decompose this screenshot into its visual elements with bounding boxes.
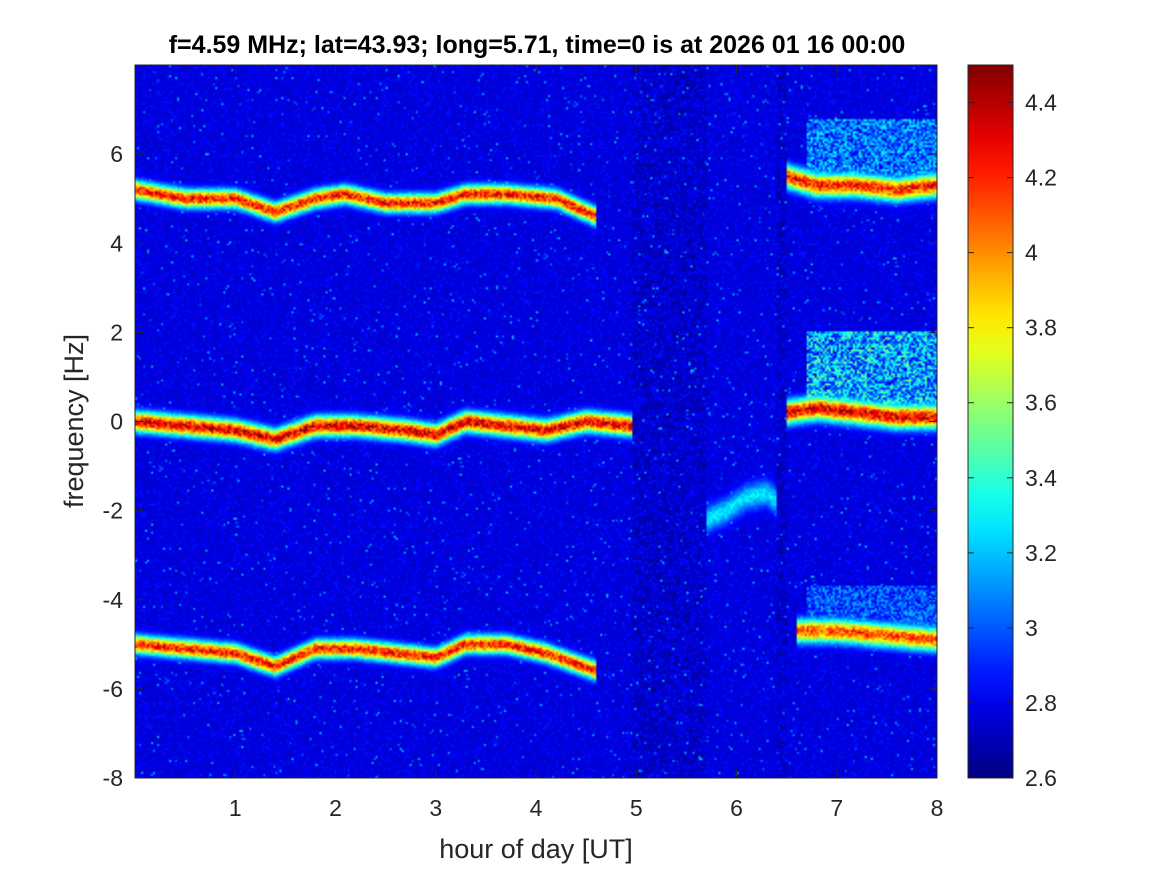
y-tick-label: -8 [103,765,123,791]
colorbar-tick-label: 2.8 [1025,690,1057,716]
spectrogram-heatmap [135,65,937,778]
x-tick-label: 1 [229,795,242,821]
x-tick-label: 3 [429,795,442,821]
x-tick-label: 4 [530,795,543,821]
colorbar-tick-label: 4.4 [1025,90,1057,116]
chart-title: f=4.59 MHz; lat=43.93; long=5.71, time=0… [169,31,906,59]
x-tick-label: 8 [931,795,944,821]
colorbar-tick-label: 4 [1025,240,1038,266]
colorbar-frame [967,64,1014,779]
colorbar-tick-label: 3.8 [1025,315,1057,341]
x-tick-label: 6 [730,795,743,821]
colorbar-tick-label: 2.6 [1025,765,1057,791]
y-tick-label: 2 [110,319,123,345]
y-tick-label: -4 [103,587,124,613]
x-tick-label: 5 [630,795,643,821]
y-tick-label: 0 [110,409,123,435]
colorbar-tick-label: 3.4 [1025,465,1057,491]
plot-area [134,64,938,779]
x-axis-label: hour of day [UT] [439,834,633,864]
y-tick-label: 6 [110,141,123,167]
colorbar-tick-label: 3.2 [1025,540,1057,566]
y-tick-label: -2 [103,498,123,524]
y-axis: -8 -6 -4 -2 0 2 4 6 [103,141,937,791]
x-axis: 1 2 3 4 5 6 7 8 [229,65,944,821]
x-tick-label: 2 [329,795,342,821]
colorbar-tick-label: 4.2 [1025,165,1057,191]
colorbar-tick-label: 3 [1025,615,1038,641]
colorbar: 2.6 2.8 3 3.2 3.4 3.6 3.8 4 4.2 4.4 [967,64,1057,791]
colorbar-tick-label: 3.6 [1025,390,1057,416]
y-axis-label: frequency [Hz] [59,334,89,508]
colorbar-ticks: 2.6 2.8 3 3.2 3.4 3.6 3.8 4 4.2 4.4 [968,90,1057,791]
y-tick-label: 4 [110,230,123,256]
x-tick-label: 7 [830,795,843,821]
y-tick-label: -6 [103,676,123,702]
colorbar-scale [968,65,1013,778]
